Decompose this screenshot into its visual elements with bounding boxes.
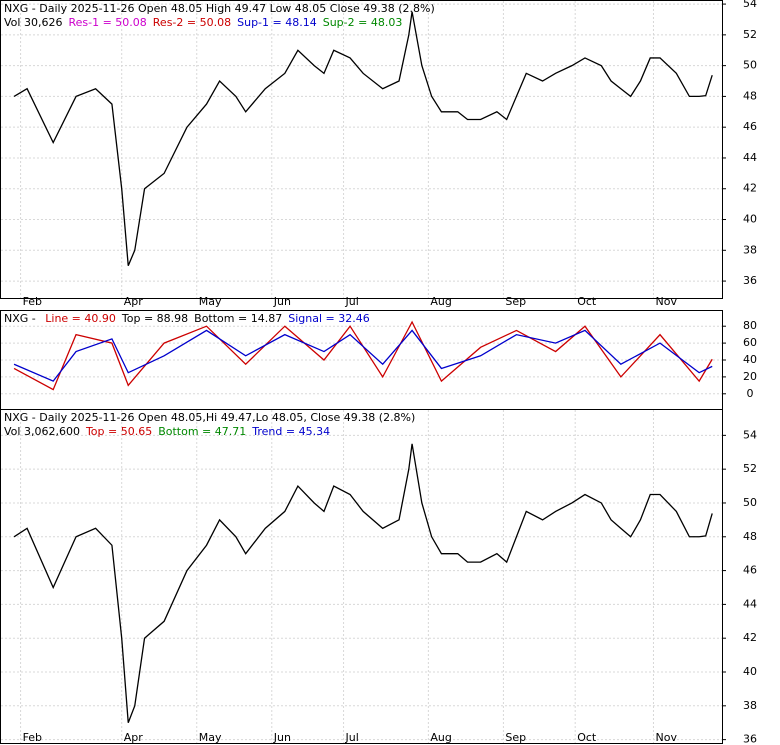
x-tick-label: Jun	[273, 731, 291, 744]
y-tick-label: 52	[743, 462, 757, 475]
price-line	[13, 320, 713, 391]
y-tick-label: 48	[743, 89, 757, 102]
y-tick-label: 36	[743, 733, 757, 745]
legend-entry: Top = 50.65	[85, 425, 152, 438]
y-tick-label: 44	[743, 151, 757, 164]
y-tick-label: 50	[743, 59, 757, 72]
x-tick-label: Jul	[345, 295, 359, 308]
y-tick-label: 40	[743, 213, 757, 226]
y-tick-label: 46	[743, 120, 757, 133]
legend-entry: Vol 3,062,600	[4, 425, 80, 438]
x-tick-label: Feb	[23, 295, 42, 308]
y-tick-label: 50	[743, 496, 757, 509]
panel-title: NXG - Line = 40.90 Top = 88.98 Bottom = 14…	[4, 312, 370, 325]
x-tick-label: May	[199, 295, 222, 308]
legend-entry: Vol 30,626	[4, 16, 62, 29]
x-tick-label: Sep	[505, 295, 526, 308]
panel-legend: Vol 3,062,600 Top = 50.65 Bottom = 47.71 Tr…	[4, 425, 330, 438]
panel-frame	[0, 409, 723, 744]
legend-entry: Bottom = 14.87	[194, 312, 282, 325]
y-tick-label: 54	[743, 428, 757, 441]
legend-entry: Sup-2 = 48.03	[323, 16, 403, 29]
x-tick-label: Feb	[23, 731, 42, 744]
x-tick-label: Aug	[430, 295, 451, 308]
panel-frame	[0, 0, 723, 299]
title: NXG - Daily 2025-11-26 Open 48.05,Hi 49.…	[4, 411, 415, 424]
y-tick-label: 54	[743, 0, 757, 10]
title: NXG - Daily 2025-11-26 Open 48.05 High 4…	[4, 2, 435, 15]
y-tick-label: 60	[743, 336, 757, 349]
x-tick-label: Nov	[655, 731, 677, 744]
y-tick-label: 46	[743, 564, 757, 577]
y-tick-label: 38	[743, 699, 757, 712]
y-tick-label: 44	[743, 597, 757, 610]
legend-entry: Sup-1 = 48.14	[237, 16, 317, 29]
legend-entry: Top = 88.98	[121, 312, 188, 325]
price-line	[13, 443, 713, 723]
x-tick-label: Oct	[577, 295, 597, 308]
x-tick-label: Jun	[273, 295, 291, 308]
legend-entry: Trend = 45.34	[251, 425, 330, 438]
x-tick-label: Apr	[124, 731, 144, 744]
y-tick-label: 36	[743, 274, 757, 287]
legend-entry: Res-1 = 50.08	[68, 16, 146, 29]
price-line	[13, 329, 713, 382]
panel-legend: Vol 30,626 Res-1 = 50.08 Res-2 = 50.08 Sup-…	[4, 16, 402, 29]
x-tick-label: Nov	[655, 295, 677, 308]
y-tick-label: 48	[743, 530, 757, 543]
legend-entry: Line = 40.90	[45, 312, 116, 325]
x-tick-label: Aug	[430, 731, 451, 744]
price-line	[13, 11, 713, 266]
legend-entry: Signal = 32.46	[288, 312, 370, 325]
legend-entry: Res-2 = 50.08	[153, 16, 231, 29]
x-tick-label: Sep	[505, 731, 526, 744]
y-tick-label: 38	[743, 243, 757, 256]
x-tick-label: Apr	[124, 295, 144, 308]
panel-title: NXG - Daily 2025-11-26 Open 48.05 High 4…	[4, 2, 435, 15]
y-tick-label: 40	[743, 353, 757, 366]
title: NXG -	[4, 312, 39, 325]
y-tick-label: 40	[743, 665, 757, 678]
panel-title: NXG - Daily 2025-11-26 Open 48.05,Hi 49.…	[4, 411, 415, 424]
y-tick-label: 0	[747, 387, 754, 400]
y-tick-label: 42	[743, 182, 757, 195]
x-tick-label: May	[199, 731, 222, 744]
y-tick-label: 42	[743, 631, 757, 644]
legend-entry: Bottom = 47.71	[158, 425, 246, 438]
x-tick-label: Jul	[345, 731, 359, 744]
y-tick-label: 20	[743, 370, 757, 383]
y-tick-label: 52	[743, 28, 757, 41]
y-tick-label: 80	[743, 319, 757, 332]
x-tick-label: Oct	[577, 731, 597, 744]
